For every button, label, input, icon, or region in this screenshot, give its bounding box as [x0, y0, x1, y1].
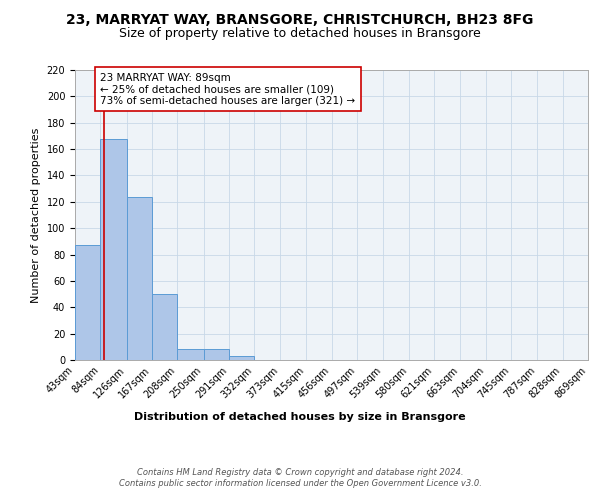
Text: Contains HM Land Registry data © Crown copyright and database right 2024.
Contai: Contains HM Land Registry data © Crown c…	[119, 468, 481, 487]
Bar	[75, 246, 100, 360]
Bar	[100, 138, 127, 360]
Bar	[178, 350, 203, 360]
Text: 23 MARRYAT WAY: 89sqm
← 25% of detached houses are smaller (109)
73% of semi-det: 23 MARRYAT WAY: 89sqm ← 25% of detached …	[100, 72, 356, 106]
Text: Size of property relative to detached houses in Bransgore: Size of property relative to detached ho…	[119, 28, 481, 40]
Bar	[203, 350, 229, 360]
Bar	[229, 356, 254, 360]
Y-axis label: Number of detached properties: Number of detached properties	[31, 128, 41, 302]
Bar	[127, 196, 152, 360]
Text: Distribution of detached houses by size in Bransgore: Distribution of detached houses by size …	[134, 412, 466, 422]
Bar	[152, 294, 178, 360]
Text: 23, MARRYAT WAY, BRANSGORE, CHRISTCHURCH, BH23 8FG: 23, MARRYAT WAY, BRANSGORE, CHRISTCHURCH…	[67, 12, 533, 26]
